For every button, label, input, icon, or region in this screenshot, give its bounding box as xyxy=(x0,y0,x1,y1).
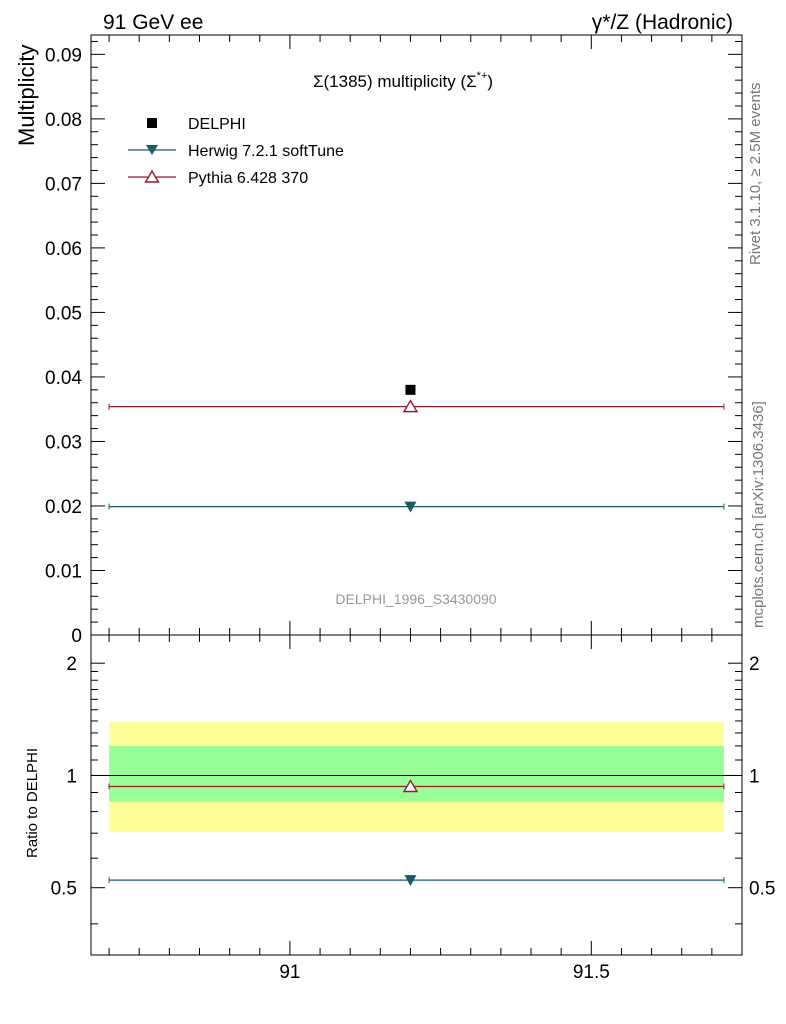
series-point-pythia-6-428-370 xyxy=(402,399,419,413)
ratio-band-inner xyxy=(109,745,724,802)
analysis-watermark: DELPHI_1996_S3430090 xyxy=(335,591,496,607)
legend-marker-pythia xyxy=(144,169,160,183)
ratio-y-axis-title: Ratio to DELPHI xyxy=(24,748,41,858)
legend-marker-herwig xyxy=(146,145,158,155)
top-y-tick-label-0-04: 0.04 xyxy=(45,368,82,389)
ratio-y-tick-label-right-0-5: 0.5 xyxy=(749,879,775,900)
chart-title-superscript: *+ xyxy=(477,70,488,82)
ratio-point-pythia-6-428-370 xyxy=(402,779,419,793)
ratio-point-herwig-7-2-1-softtune xyxy=(404,875,417,887)
top-y-tick-label-0-06: 0.06 xyxy=(45,239,82,260)
ratio-y-tick-label-right-2: 2 xyxy=(749,654,760,675)
ratio-y-tick-label-1: 1 xyxy=(66,766,77,787)
top-y-tick-label-0-02: 0.02 xyxy=(45,497,82,518)
chart-title-main: Σ(1385) multiplicity (Σ xyxy=(313,72,477,91)
legend-label-delphi: DELPHI xyxy=(188,116,246,133)
legend: DELPHI Herwig 7.2.1 softTune Pythia 6.42… xyxy=(128,116,344,187)
top-ticks: 0 0.01 0.02 0.03 0.04 0.05 0.06 0.07 0.08 0.09 xyxy=(45,35,742,647)
rivet-label: Rivet 3.1.10, ≥ 2.5M events xyxy=(747,83,764,266)
ratio-panel: 91 91.5 0.5 0.5 1 1 2 2 xyxy=(51,634,775,983)
top-series xyxy=(108,384,725,513)
header-left-label: 91 GeV ee xyxy=(103,11,203,34)
top-y-tick-label-0-08: 0.08 xyxy=(45,110,82,131)
ratio-series xyxy=(108,779,725,887)
top-y-tick-label-0-09: 0.09 xyxy=(45,45,82,66)
top-y-tick-label-0-03: 0.03 xyxy=(45,432,82,453)
legend-label-pythia: Pythia 6.428 370 xyxy=(188,170,308,187)
chart-title-end: ) xyxy=(487,72,493,91)
ratio-panel-frame xyxy=(90,634,743,956)
top-y-axis-title: Multiplicity xyxy=(14,45,39,146)
x-tick-label-91: 91 xyxy=(279,962,300,983)
series-point-delphi xyxy=(405,384,416,395)
legend-label-herwig: Herwig 7.2.1 softTune xyxy=(188,143,344,160)
top-y-tick-label-0: 0 xyxy=(71,626,82,647)
legend-marker-delphi xyxy=(147,118,157,128)
ratio-y-tick-label-right-1: 1 xyxy=(749,766,760,787)
series-point-herwig-7-2-1-softtune xyxy=(404,501,417,513)
top-y-tick-label-0-05: 0.05 xyxy=(45,303,82,324)
x-tick-label-91-5: 91.5 xyxy=(573,962,610,983)
ratio-y-tick-label-2: 2 xyxy=(66,654,77,675)
ratio-y-tick-label-0-5: 0.5 xyxy=(51,879,77,900)
top-y-tick-label-0-07: 0.07 xyxy=(45,174,82,195)
top-panel: Σ(1385) multiplicity (Σ*+) DELPHI_1996_S… xyxy=(45,34,743,647)
top-y-tick-label-0-01: 0.01 xyxy=(45,561,82,582)
mcplots-label: mcplots.cern.ch [arXiv:1306.3436] xyxy=(750,401,767,628)
ratio-bands xyxy=(91,721,742,833)
header-right-label: γ*/Z (Hadronic) xyxy=(592,11,733,34)
chart-title: Σ(1385) multiplicity (Σ*+) xyxy=(313,70,493,91)
ratio-ticks: 91 91.5 0.5 0.5 1 1 2 2 xyxy=(51,635,775,983)
